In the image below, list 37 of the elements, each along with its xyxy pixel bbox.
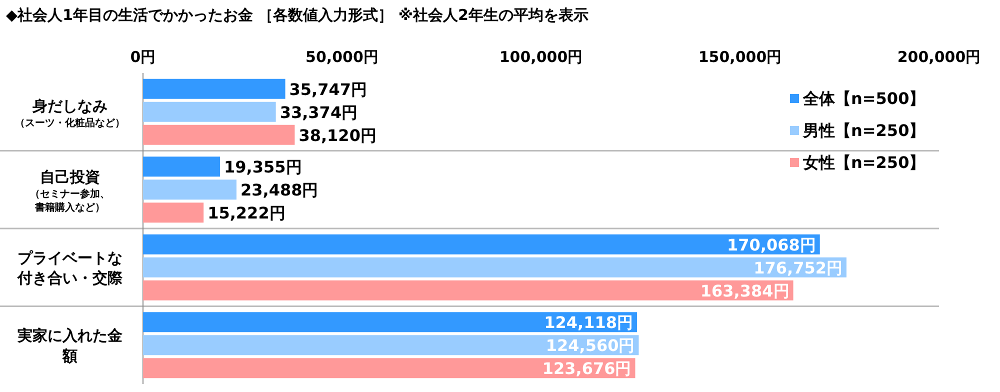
data-label: 35,747円 (289, 80, 368, 99)
y-tick-label: 実家に入れた金額 (16, 326, 122, 365)
bar (143, 257, 846, 278)
data-label: 124,118円 (544, 313, 633, 332)
x-tick-label: 50,000円 (306, 48, 378, 66)
data-label: 15,222円 (208, 204, 286, 223)
y-tick-label: 自己投資（セミナー参加、書籍購入など） (30, 168, 110, 214)
data-label: 170,068円 (726, 235, 816, 254)
x-tick-label: 200,000円 (897, 48, 981, 66)
legend-label: 男性【n=250】 (802, 121, 926, 140)
chart-title: ◆社会人1年目の生活でかかったお金 ［各数値入力形式］ ※社会人2年生の平均を表示 (6, 6, 588, 24)
y-tick-label: 身だしなみ（スーツ・化粧品など） (15, 96, 125, 129)
x-tick-label: 150,000円 (698, 48, 782, 66)
legend-label: 全体【n=500】 (802, 89, 926, 108)
bar (143, 335, 639, 356)
bar (143, 234, 820, 254)
legend-label: 女性【n=250】 (802, 153, 926, 172)
bar (143, 124, 295, 145)
data-label: 163,384円 (700, 281, 790, 300)
data-label: 19,355円 (224, 158, 302, 177)
x-tick-label: 100,000円 (499, 48, 583, 66)
data-label: 123,676円 (542, 359, 632, 378)
bar (143, 156, 220, 177)
bar (143, 312, 637, 332)
bar (143, 358, 636, 378)
data-label: 23,488円 (240, 180, 318, 200)
x-tick-label: 0円 (130, 48, 156, 66)
bar (143, 180, 236, 200)
bar (143, 78, 286, 99)
data-label: 33,374円 (280, 102, 358, 122)
y-tick-label: プライベートな付き合い・交際 (16, 248, 124, 288)
data-label: 176,752円 (754, 258, 842, 278)
bar (143, 280, 794, 300)
bar (143, 102, 276, 122)
data-label: 38,120円 (298, 126, 376, 145)
bar (143, 202, 204, 223)
data-label: 124,560円 (546, 336, 635, 356)
